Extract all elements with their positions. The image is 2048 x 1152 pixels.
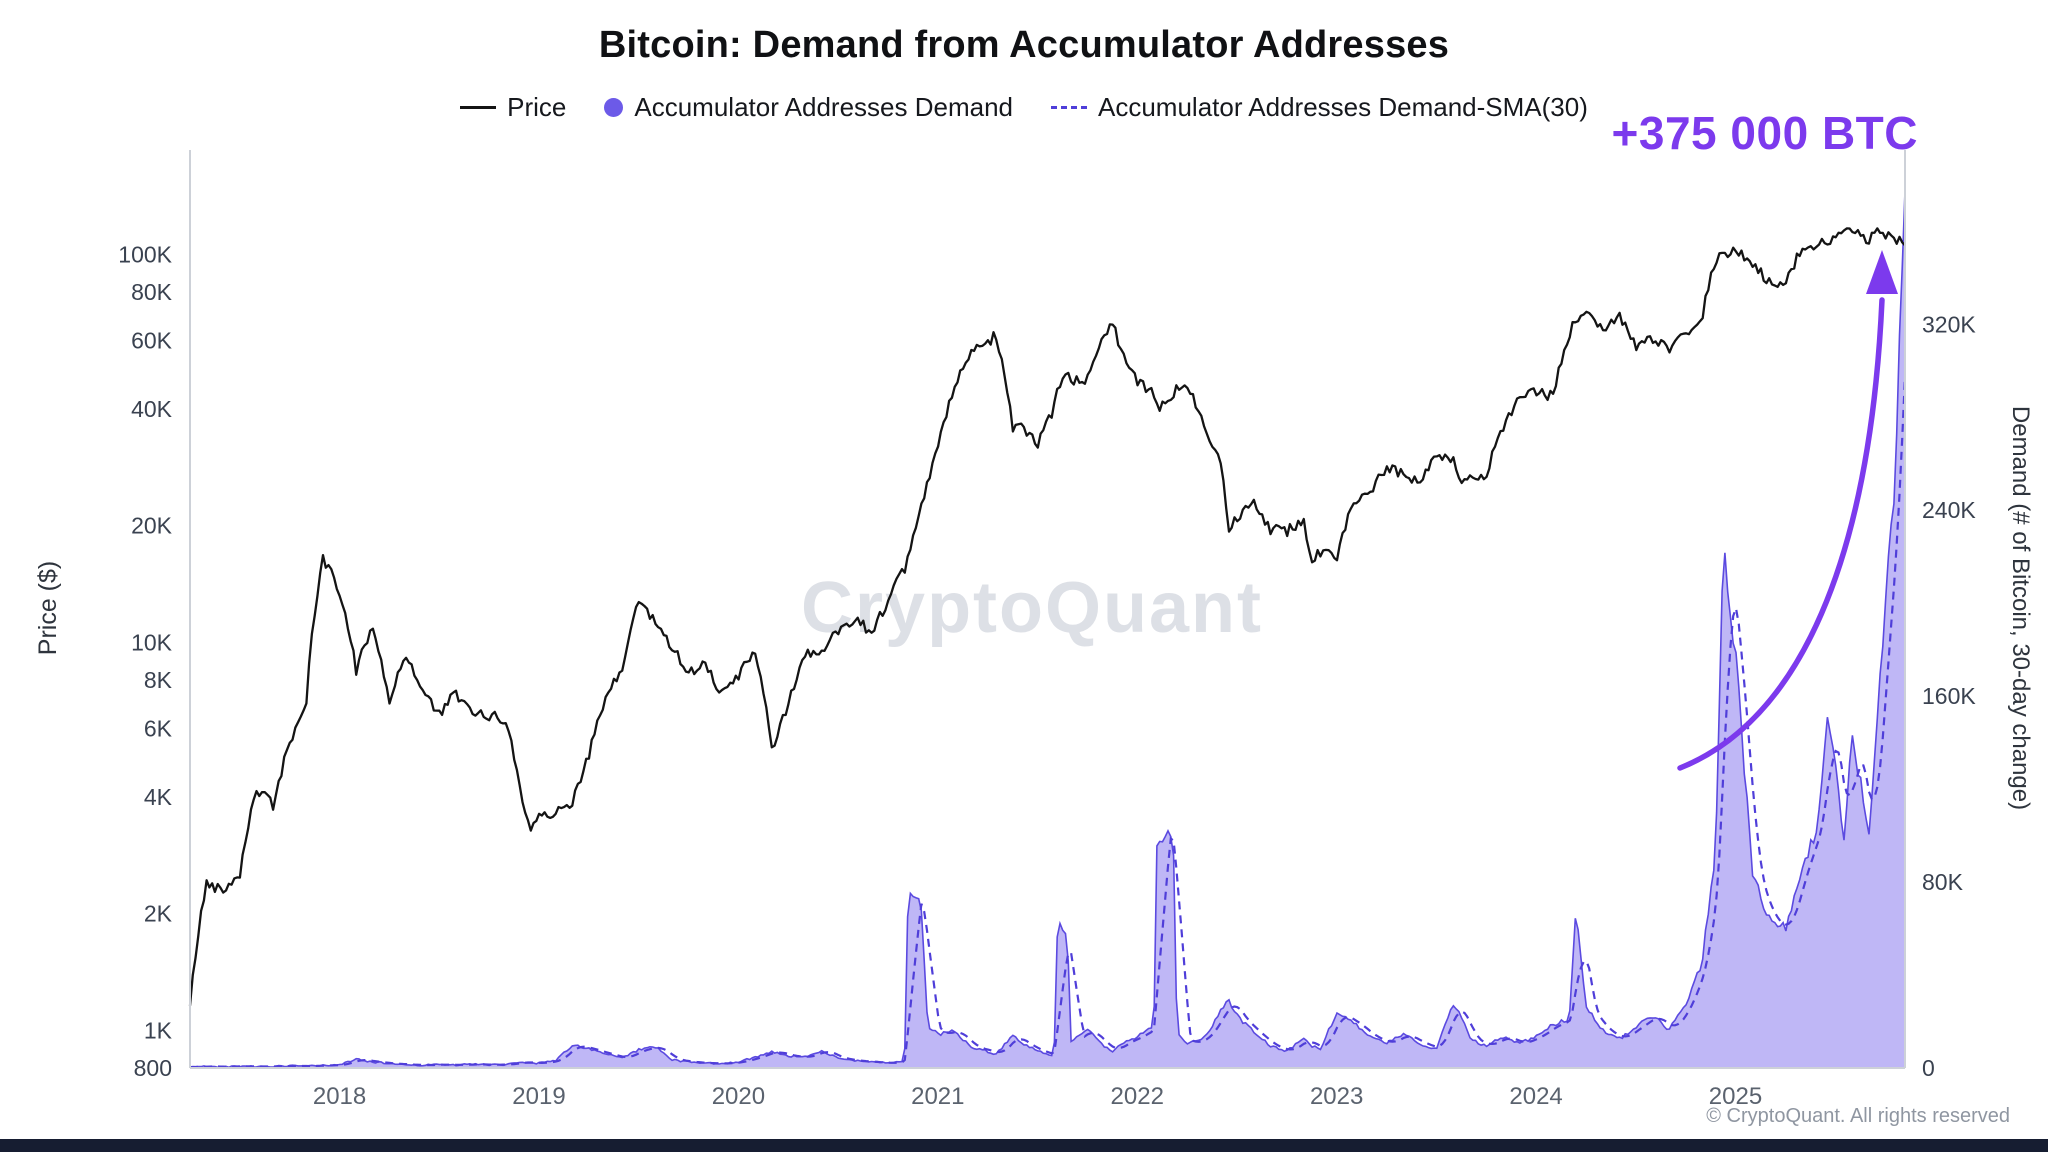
- price-axis-tick: 6K: [144, 716, 173, 742]
- price-axis-tick: 100K: [118, 242, 172, 268]
- copyright-notice: © CryptoQuant. All rights reserved: [1706, 1105, 2010, 1127]
- demand-axis-tick: 240K: [1922, 497, 1976, 523]
- demand-sma-line: [189, 376, 1907, 1069]
- x-axis-tick: 2025: [1709, 1083, 1762, 1110]
- legend-item-price: Price: [460, 92, 566, 123]
- demand-axis-tick: 80K: [1922, 869, 1964, 895]
- x-axis-tick: 2024: [1509, 1083, 1562, 1110]
- price-axis-tick: 40K: [131, 396, 173, 422]
- demand-axis-tick: 160K: [1922, 683, 1976, 709]
- price-axis-tick: 80K: [131, 279, 173, 305]
- x-axis-tick: 2019: [512, 1083, 565, 1110]
- x-axis-tick: 2023: [1310, 1083, 1363, 1110]
- price-axis-tick: 1K: [144, 1017, 173, 1043]
- demand-dot-swatch: [604, 98, 624, 117]
- price-axis-tick: 2K: [144, 901, 173, 927]
- demand-annotation: +375 000 BTC: [1611, 107, 1918, 159]
- demand-axis-tick: 0: [1922, 1055, 1935, 1081]
- price-axis-tick: 8K: [144, 667, 173, 693]
- legend: Price Accumulator Addresses Demand Accum…: [0, 92, 2048, 123]
- chart-title: Bitcoin: Demand from Accumulator Address…: [598, 24, 1450, 66]
- demand-area: [190, 190, 1905, 1069]
- price-line-swatch: [460, 106, 497, 109]
- watermark: CryptoQuant: [801, 568, 1263, 648]
- x-axis-tick: 2022: [1111, 1083, 1164, 1110]
- growth-arrow: [1677, 297, 1885, 771]
- price-axis-tick: 60K: [131, 328, 173, 354]
- demand-axis-tick: 320K: [1922, 311, 1976, 337]
- legend-label-price: Price: [507, 92, 567, 122]
- x-axis-tick: 2021: [911, 1083, 964, 1110]
- sma-dash-swatch: [1051, 106, 1087, 109]
- price-axis-tick: 800: [134, 1055, 172, 1081]
- demand-axis-title: Demand (# of Bitcoin, 30-day change): [2007, 405, 2034, 811]
- demand-area-edge: [189, 190, 1906, 1069]
- bottom-bar: [0, 1139, 2048, 1152]
- growth-arrow-head: [1866, 250, 1898, 294]
- legend-label-demand: Accumulator Addresses Demand: [634, 92, 1013, 122]
- price-line: [188, 227, 1906, 1006]
- x-axis-tick: 2018: [313, 1083, 366, 1110]
- legend-label-sma: Accumulator Addresses Demand-SMA(30): [1098, 92, 1588, 122]
- price-axis-tick: 20K: [131, 513, 173, 539]
- x-axis-tick: 2020: [712, 1083, 765, 1110]
- legend-item-demand: Accumulator Addresses Demand: [604, 92, 1013, 123]
- legend-item-sma: Accumulator Addresses Demand-SMA(30): [1051, 92, 1588, 123]
- price-axis-tick: 4K: [144, 784, 173, 810]
- price-axis-title: Price ($): [34, 560, 62, 656]
- price-axis-tick: 10K: [131, 629, 173, 655]
